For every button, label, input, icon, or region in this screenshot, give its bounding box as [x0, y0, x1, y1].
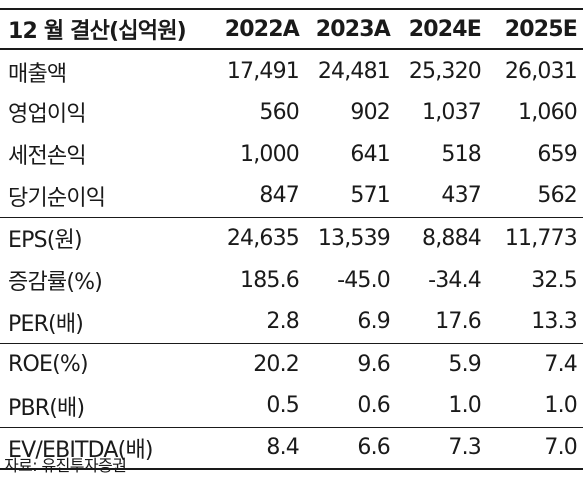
cell-value: 8,884 [422, 225, 482, 251]
table-row-pretax-profit: 세전손익 1,000 641 518 659 [0, 133, 583, 175]
cell-value: 437 [400, 175, 491, 218]
cell-value: 13,539 [317, 225, 391, 251]
cell-value: 20.2 [253, 351, 300, 377]
cell-value: 560 [259, 99, 299, 125]
cell-value: 24,635 [226, 225, 300, 251]
cell-value: 1.0 [491, 385, 583, 428]
cell-value: 7.4 [544, 351, 577, 377]
cell-value: 1,037 [422, 99, 482, 125]
table-row-operating-profit: 영업이익 560 902 1,037 1,060 [0, 91, 583, 133]
cell-value: 24,481 [317, 59, 391, 84]
cell-value: 847 [218, 175, 309, 218]
cell-value: 1,000 [240, 141, 300, 167]
row-label: 매출액 [8, 61, 67, 87]
source-note: 자료: 유진투자증권 [4, 456, 127, 475]
cell-value: 26,031 [504, 59, 578, 84]
cell-value: 7.3 [400, 427, 491, 470]
cell-value: 2.8 [218, 301, 309, 344]
cell-value: 641 [350, 141, 390, 167]
row-label: PBR(배) [0, 385, 218, 428]
cell-value: 8.4 [218, 427, 309, 470]
cell-value: -34.4 [428, 267, 482, 293]
cell-value: 902 [350, 99, 390, 125]
row-label: ROE(%) [8, 351, 89, 377]
header-label: 12 월 결산(십억원) [0, 8, 218, 50]
table-row-growth-rate: 증감률(%) 185.6 -45.0 -34.4 32.5 [0, 259, 583, 301]
cell-value: 562 [491, 175, 583, 218]
table-row-revenue: 매출액 17,491 24,481 25,320 26,031 [0, 49, 583, 91]
cell-value: 5.9 [448, 351, 481, 377]
table-row-pbr: PBR(배) 0.5 0.6 1.0 1.0 [0, 385, 583, 428]
row-label: 영업이익 [8, 102, 87, 127]
cell-value: 0.6 [309, 385, 400, 428]
table-row-eps: EPS(원) 24,635 13,539 8,884 11,773 [0, 217, 583, 259]
cell-value: 25,320 [408, 59, 482, 84]
cell-value: 9.6 [357, 351, 390, 377]
table-row-roe: ROE(%) 20.2 9.6 5.9 7.4 [0, 343, 583, 385]
header-year-2025e: 2025E [491, 8, 583, 50]
table-row-per: PER(배) 2.8 6.9 17.6 13.3 [0, 301, 583, 344]
cell-value: 1,060 [518, 99, 578, 125]
header-year-2023a: 2023A [309, 8, 400, 50]
cell-value: 17.6 [400, 301, 491, 344]
row-label: 세전손익 [8, 144, 87, 169]
cell-value: 185.6 [240, 267, 300, 293]
row-label: 증감률(%) [8, 270, 103, 295]
cell-value: 0.5 [218, 385, 309, 428]
cell-value: 7.0 [491, 427, 583, 470]
cell-value: 571 [309, 175, 400, 218]
cell-value: 17,491 [226, 59, 300, 84]
row-label: EPS(원) [8, 228, 83, 254]
cell-value: 32.5 [531, 267, 578, 293]
cell-value: 1.0 [400, 385, 491, 428]
table-row-ev-ebitda: EV/EBITDA(배) 8.4 6.6 7.3 7.0 [0, 427, 583, 470]
header-year-2022a: 2022A [218, 8, 309, 50]
table-header-row: 12 월 결산(십억원) 2022A 2023A 2024E 2025E [0, 8, 583, 50]
cell-value: 659 [537, 141, 577, 167]
row-label: EV/EBITDA(배) [0, 427, 218, 470]
cell-value: 6.6 [309, 427, 400, 470]
cell-value: -45.0 [337, 267, 391, 293]
header-year-2024e: 2024E [400, 8, 491, 50]
financial-table: 12 월 결산(십억원) 2022A 2023A 2024E 2025E 매출액… [0, 8, 583, 470]
cell-value: 13.3 [491, 301, 583, 344]
cell-value: 11,773 [504, 225, 578, 251]
row-label: PER(배) [0, 301, 218, 344]
cell-value: 6.9 [309, 301, 400, 344]
table-row-net-income: 당기순이익 847 571 437 562 [0, 175, 583, 218]
cell-value: 518 [441, 141, 481, 167]
row-label: 당기순이익 [0, 175, 218, 218]
